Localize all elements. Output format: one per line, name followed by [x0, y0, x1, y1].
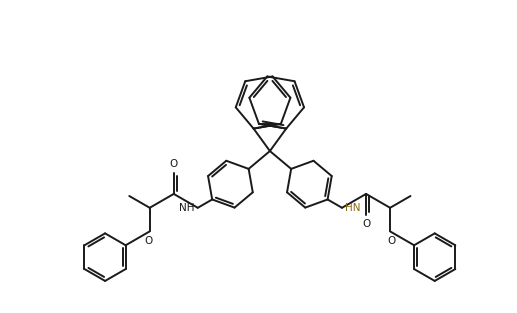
Text: HN: HN [345, 203, 360, 213]
Text: O: O [362, 219, 370, 229]
Text: O: O [170, 159, 178, 169]
Text: O: O [387, 236, 395, 246]
Text: O: O [145, 236, 153, 246]
Text: NH: NH [179, 203, 195, 213]
